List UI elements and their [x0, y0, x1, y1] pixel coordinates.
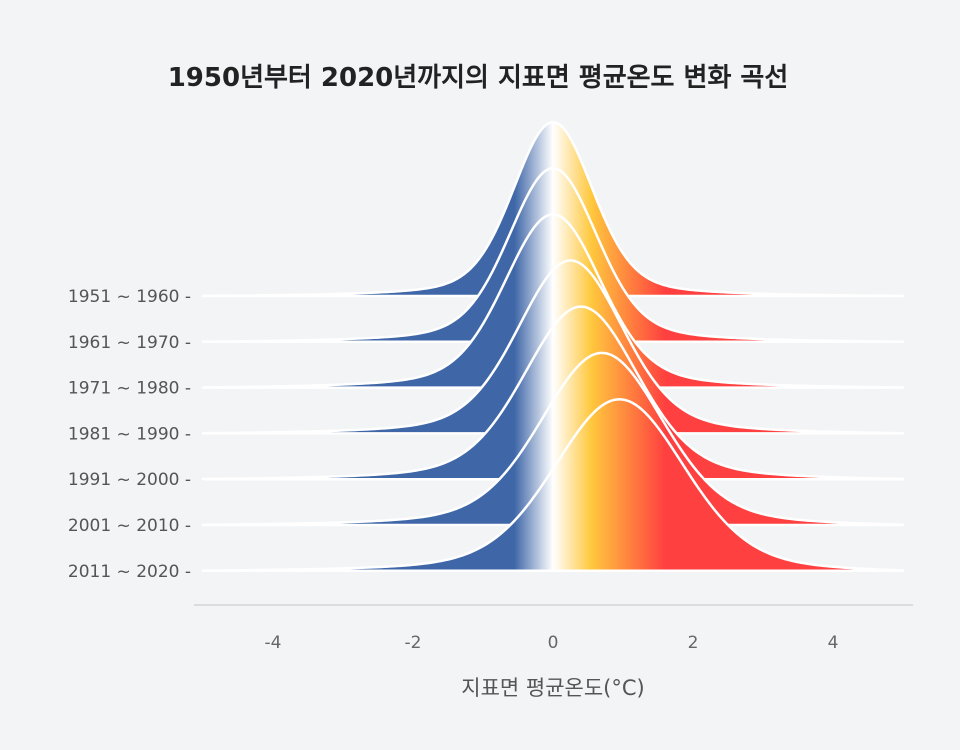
ridge-series-5 — [201, 305, 905, 481]
row-label-7: 2011 ~ 2020 - — [68, 562, 191, 582]
x-tick-label-3: 0 — [548, 633, 559, 653]
ridge-series-7 — [201, 398, 905, 573]
x-tick-label-5: 4 — [828, 633, 839, 653]
row-label-2: 1961 ~ 1970 - — [68, 333, 191, 353]
x-tick-label-1: -4 — [265, 633, 282, 653]
x-axis-label: 지표면 평균온도(°C) — [461, 676, 644, 700]
x-tick-label-2: -2 — [405, 633, 422, 653]
x-ticks-group: -4 -2 0 2 4 — [265, 633, 839, 653]
row-label-3: 1971 ~ 1980 - — [68, 379, 191, 399]
row-labels-group: 1951 ~ 1960 - 1961 ~ 1970 - 1971 ~ 1980 - 1… — [68, 287, 191, 582]
ridges-group — [201, 120, 905, 573]
row-label-6: 2001 ~ 2010 - — [68, 516, 191, 536]
row-label-5: 1991 ~ 2000 - — [68, 470, 191, 490]
row-label-1: 1951 ~ 1960 - — [68, 287, 191, 307]
chart-title: 1950년부터 2020년까지의 지표면 평균온도 변화 곡선 — [168, 63, 789, 93]
x-tick-label-4: 2 — [688, 633, 699, 653]
ridge-series-6 — [201, 351, 905, 527]
row-label-4: 1981 ~ 1990 - — [68, 424, 191, 444]
